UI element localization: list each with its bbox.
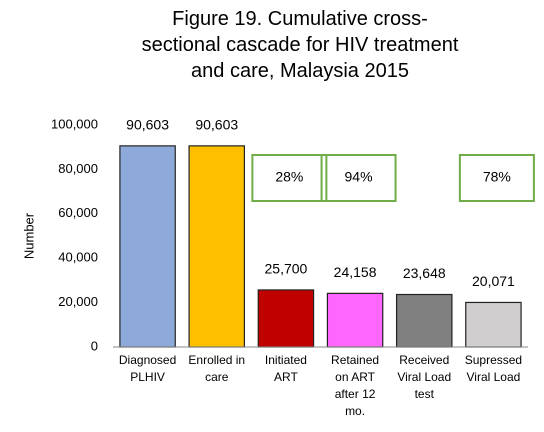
- chart-title: Figure 19. Cumulative cross-sectional ca…: [142, 8, 459, 82]
- value-label: 20,071: [472, 273, 515, 289]
- value-label: 25,700: [265, 261, 308, 277]
- value-label: 90,603: [195, 117, 238, 133]
- y-tick-label: 100,000: [51, 116, 98, 131]
- x-tick-label: Supressed Viral Load: [465, 353, 522, 384]
- y-axis-label: Number: [21, 212, 36, 259]
- annotation-box: [320, 154, 397, 202]
- bar: [465, 301, 522, 348]
- value-label: 24,158: [334, 264, 377, 280]
- annotation-box: [251, 154, 328, 202]
- x-tick-label: Enrolled in care: [188, 353, 245, 384]
- value-label: 90,603: [126, 117, 169, 133]
- x-tick-label: Retained on ART after 12 mo.: [331, 353, 379, 418]
- y-tick-label: 0: [91, 338, 98, 353]
- x-tick-label: Initiated ART: [265, 353, 307, 384]
- y-tick-label: 60,000: [58, 205, 98, 220]
- x-tick-label: Received Viral Load test: [397, 353, 451, 401]
- y-tick-label: 20,000: [58, 294, 98, 309]
- bar: [326, 292, 384, 348]
- bar: [119, 145, 176, 348]
- y-tick-label: 40,000: [58, 250, 98, 265]
- bar: [188, 145, 246, 348]
- y-tick-label: 80,000: [58, 161, 98, 176]
- x-tick-label: Diagnosed PLHIV: [119, 353, 176, 384]
- annotation: 78%: [483, 169, 511, 185]
- annotation: 28%: [275, 169, 303, 185]
- value-label: 23,648: [403, 265, 446, 281]
- annotation: 94%: [345, 169, 373, 185]
- bar: [257, 289, 315, 348]
- annotation-box: [458, 154, 535, 202]
- bar: [395, 293, 453, 348]
